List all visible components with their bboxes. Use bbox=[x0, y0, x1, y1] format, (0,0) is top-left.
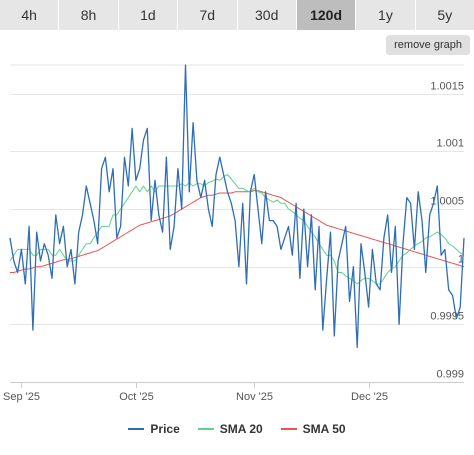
tab-4h[interactable]: 4h bbox=[0, 0, 60, 30]
legend-swatch-price bbox=[128, 428, 145, 430]
x-tick-label: Dec '25 bbox=[351, 391, 388, 403]
legend-swatch-sma50 bbox=[280, 428, 297, 430]
tab-120d[interactable]: 120d bbox=[296, 0, 357, 30]
tab-8h[interactable]: 8h bbox=[59, 0, 119, 30]
y-tick-label: 1.0015 bbox=[430, 81, 464, 93]
timeframe-tabs: 4h 8h 1d 7d 30d 120d 1y 5y bbox=[0, 0, 474, 30]
x-tick-label: Nov '25 bbox=[236, 391, 273, 403]
legend-item-price[interactable]: Price bbox=[128, 422, 180, 436]
sma20-line bbox=[9, 174, 465, 285]
tab-1y[interactable]: 1y bbox=[356, 0, 416, 30]
tab-7d[interactable]: 7d bbox=[178, 0, 238, 30]
y-tick-label: 1.001 bbox=[436, 138, 464, 150]
remove-graph-button[interactable]: remove graph bbox=[386, 35, 470, 55]
tab-1d[interactable]: 1d bbox=[118, 0, 179, 30]
chart-legend: Price SMA 20 SMA 50 bbox=[0, 419, 474, 439]
y-tick-label: 0.999 bbox=[436, 369, 464, 381]
x-tick-label: Oct '25 bbox=[119, 391, 154, 403]
legend-item-sma50[interactable]: SMA 50 bbox=[280, 422, 346, 436]
y-tick-label: 1 bbox=[458, 254, 464, 266]
tab-30d[interactable]: 30d bbox=[237, 0, 297, 30]
tab-5y[interactable]: 5y bbox=[415, 0, 474, 30]
legend-item-sma20[interactable]: SMA 20 bbox=[197, 422, 263, 436]
legend-label-sma20: SMA 20 bbox=[219, 422, 263, 436]
sma50-line bbox=[10, 190, 465, 273]
legend-label-price: Price bbox=[150, 422, 180, 436]
price-line bbox=[9, 64, 465, 349]
legend-label-sma50: SMA 50 bbox=[302, 422, 346, 436]
x-tick-label: Sep '25 bbox=[3, 391, 40, 403]
legend-swatch-sma20 bbox=[197, 428, 214, 430]
